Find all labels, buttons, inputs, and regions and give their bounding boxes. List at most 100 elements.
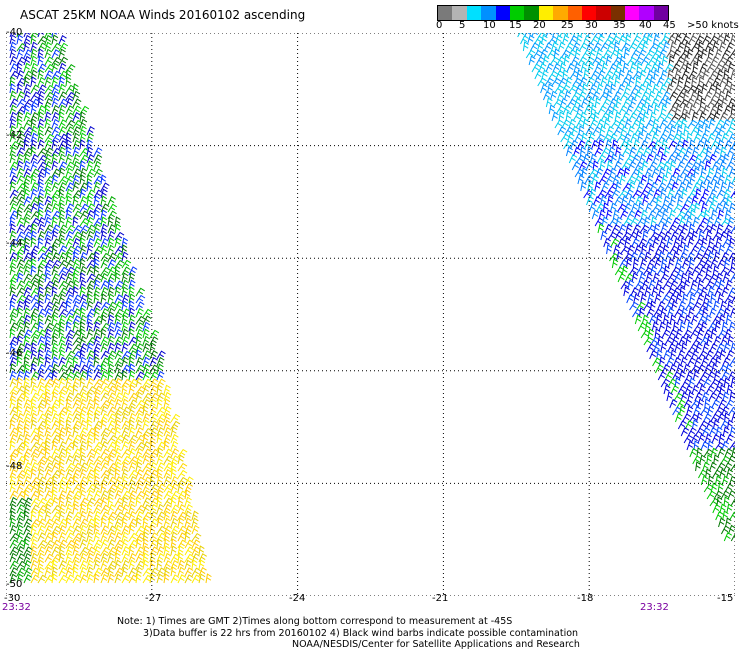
wind-barb [37, 497, 48, 507]
wind-barb [613, 244, 621, 255]
wind-barb [121, 511, 131, 521]
wind-barb [51, 279, 60, 290]
wind-barb [719, 349, 727, 360]
wind-barb [656, 77, 665, 87]
legend-label: 30 [585, 20, 598, 31]
wind-barb [670, 266, 681, 276]
wind-barb [114, 573, 123, 584]
wind-barb [37, 356, 45, 367]
wind-barb [551, 111, 559, 122]
wind-barb [128, 293, 136, 304]
wind-barb [23, 552, 32, 563]
wind-barb [72, 258, 81, 269]
wind-barb [688, 104, 697, 115]
wind-barb [703, 175, 712, 185]
wind-barb [72, 392, 83, 402]
wind-barb [686, 132, 693, 143]
wind-barb [30, 33, 39, 38]
wind-barb [163, 538, 170, 549]
wind-barb [16, 567, 26, 577]
wind-barb [634, 90, 642, 101]
wind-barb [704, 125, 711, 136]
wind-barb [714, 406, 724, 416]
wind-barb [522, 41, 529, 52]
wind-barb [579, 146, 586, 157]
wind-barb [79, 195, 88, 206]
wind-barb [51, 84, 61, 94]
wind-barb [729, 153, 735, 164]
wind-barb [710, 175, 719, 185]
wind-barb [571, 42, 581, 52]
wind-barb [177, 503, 186, 514]
wind-barb [714, 441, 725, 451]
wind-barb [23, 546, 33, 556]
wind-barb [635, 230, 643, 241]
wind-barb [121, 378, 132, 388]
wind-barb [729, 391, 735, 402]
wind-barb [79, 258, 86, 269]
wind-barb [600, 76, 608, 87]
wind-barb [58, 574, 68, 584]
wind-barb [72, 538, 81, 549]
wind-barb [37, 335, 46, 346]
wind-barb [128, 518, 138, 528]
wind-barb [58, 119, 68, 129]
wind-barb [730, 533, 735, 542]
wind-barb [727, 335, 734, 346]
wind-barb [37, 349, 44, 360]
wind-barb [16, 482, 25, 493]
wind-barb [191, 553, 200, 563]
wind-barb [135, 335, 143, 346]
wind-barb [703, 329, 713, 339]
wind-barb [640, 139, 649, 150]
wind-barb [51, 462, 60, 472]
wind-barb [696, 55, 703, 66]
wind-barb [86, 160, 94, 171]
wind-barb [714, 321, 721, 332]
wind-barb [9, 251, 18, 262]
wind-barb [692, 336, 703, 346]
wind-barb [631, 84, 641, 94]
wind-barb [37, 252, 48, 262]
wind-barb [86, 469, 96, 479]
wind-barb [689, 209, 696, 220]
wind-barb [644, 49, 655, 59]
wind-barb [559, 33, 567, 38]
wind-barb [93, 455, 104, 465]
wind-barb [687, 154, 698, 164]
wind-barb [65, 146, 72, 157]
wind-barb [86, 336, 97, 346]
wind-barb [689, 364, 700, 374]
wind-barb [121, 244, 128, 255]
wind-barb [30, 574, 40, 584]
wind-barb [658, 321, 666, 332]
wind-barb [697, 315, 707, 325]
wind-barb [23, 216, 31, 227]
wind-barb [723, 412, 730, 423]
wind-barb [623, 286, 630, 297]
wind-barb [16, 553, 26, 563]
legend-swatch [581, 6, 597, 20]
wind-barb [634, 280, 645, 290]
wind-barb [58, 560, 67, 570]
wind-barb [100, 546, 111, 556]
wind-barb [58, 371, 69, 381]
wind-barb [9, 244, 17, 255]
wind-barb [58, 398, 65, 409]
wind-barb [619, 174, 627, 185]
wind-barb [716, 259, 726, 269]
wind-barb [58, 468, 66, 479]
wind-barb [149, 398, 157, 409]
wind-barb [72, 511, 83, 521]
wind-barb [614, 196, 624, 206]
wind-barb [581, 49, 592, 59]
wind-barb [712, 146, 721, 157]
wind-barb [670, 231, 679, 241]
wind-barb [37, 97, 44, 108]
wind-barb [9, 391, 17, 402]
wind-barb [563, 55, 570, 66]
wind-barb [121, 566, 129, 577]
wind-barb [726, 147, 735, 157]
wind-barb [107, 496, 114, 507]
wind-barb [121, 538, 129, 549]
